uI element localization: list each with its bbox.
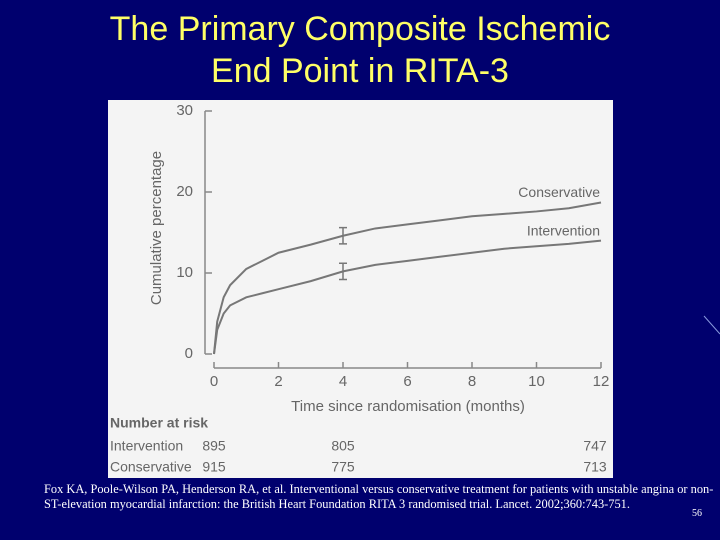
y-tick-label: 30 (176, 102, 193, 119)
x-tick-label: 0 (210, 373, 218, 390)
series-label: Intervention (527, 222, 600, 238)
y-tick-label: 0 (185, 345, 193, 362)
risk-value: 805 (331, 438, 355, 454)
slide-title: End Point in RITA-3 (211, 52, 509, 90)
footnote: Fox KA, Poole-Wilson PA, Henderson RA, e… (44, 482, 714, 511)
x-tick-label: 8 (468, 373, 476, 390)
x-axis-label: Time since randomisation (months) (291, 398, 525, 415)
x-tick-label: 6 (403, 373, 411, 390)
risk-value: 915 (202, 459, 226, 475)
risk-value: 747 (583, 438, 607, 454)
risk-row-name: Intervention (110, 438, 183, 454)
error-bar (339, 262, 347, 281)
page-number: 56 (692, 508, 702, 519)
x-tick-label: 2 (274, 373, 282, 390)
x-tick-label: 12 (593, 373, 610, 390)
x-tick-label: 10 (528, 373, 545, 390)
x-tick-label: 4 (339, 373, 347, 390)
slide-title: The Primary Composite Ischemic (110, 10, 611, 48)
y-axis-label: Cumulative percentage (148, 151, 165, 305)
y-tick-label: 20 (176, 183, 193, 200)
risk-value: 713 (583, 459, 607, 475)
risk-table-title: Number at risk (110, 415, 208, 431)
chart-panel (108, 100, 613, 478)
y-tick-label: 10 (176, 264, 193, 281)
risk-row-name: Conservative (110, 459, 192, 475)
risk-value: 895 (202, 438, 226, 454)
decoration (703, 315, 720, 335)
series-label: Conservative (518, 184, 600, 200)
error-bar (339, 226, 347, 245)
risk-value: 775 (331, 459, 355, 475)
